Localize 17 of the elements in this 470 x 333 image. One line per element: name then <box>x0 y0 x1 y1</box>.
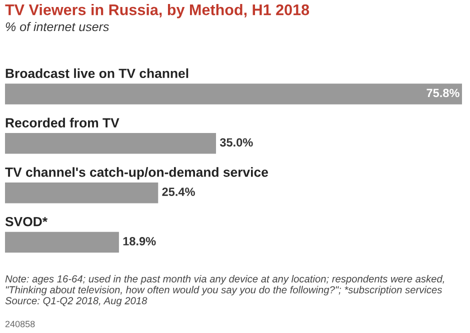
bar <box>5 84 462 104</box>
data-label: 18.9% <box>123 237 156 246</box>
chart-title: TV Viewers in Russia, by Method, H1 2018 <box>5 4 310 18</box>
bar <box>5 232 119 253</box>
y-tick-label: TV channel's catch-up/on-demand service <box>5 167 268 180</box>
y-tick-label: Recorded from TV <box>6 118 120 128</box>
data-label: 25.4% <box>162 188 195 196</box>
bar <box>5 133 216 154</box>
text: Note: ages 16-64; used in the past month via any device at any location; respondents were asked, "Thinking about television, how often would you say you do the following?"; *subscription services <box>5 275 444 296</box>
data-label: 75.8% <box>426 88 460 98</box>
bar <box>5 182 158 204</box>
chart-subtitle: % of internet users <box>6 22 109 32</box>
data-label: 35.0% <box>220 138 253 147</box>
y-tick-label: SVOD* <box>5 216 48 226</box>
source-note: Source: Q1-Q2 2018, Aug 2018 <box>5 297 148 306</box>
text: 240858 <box>5 320 35 328</box>
y-tick-label: Broadcast live on TV channel <box>6 68 188 78</box>
